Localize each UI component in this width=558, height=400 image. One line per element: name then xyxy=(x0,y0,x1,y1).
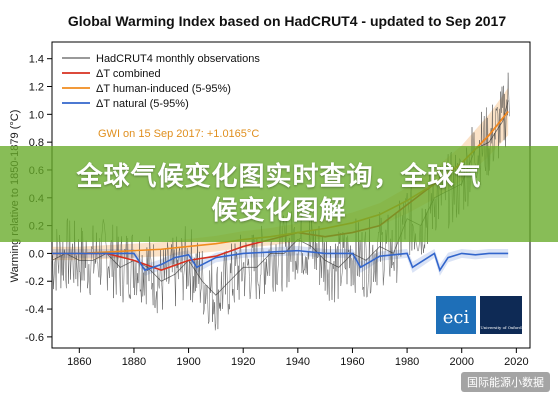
x-tick-label: 1940 xyxy=(286,356,310,368)
title-banner xyxy=(0,146,558,242)
y-tick-label: 1.2 xyxy=(29,82,44,94)
banner-title: 全球气候变化图实时查询，全球气 候变化图解 xyxy=(0,160,558,228)
x-tick-label: 1880 xyxy=(122,356,146,368)
series-line-3 xyxy=(52,249,509,272)
legend: HadCRUT4 monthly observations ΔT combined… xyxy=(62,53,260,110)
legend-label: ΔT combined xyxy=(96,68,161,80)
x-tick-label: 1960 xyxy=(340,356,364,368)
banner-title-line-2: 候变化图解 xyxy=(211,196,347,226)
watermark: 国际能源小数据 xyxy=(461,372,550,392)
oxford-logo-text: University of Oxford xyxy=(480,325,522,330)
y-tick-label: 1.0 xyxy=(29,109,44,121)
watermark-text: 国际能源小数据 xyxy=(467,376,544,389)
legend-label: HadCRUT4 monthly observations xyxy=(96,53,260,65)
legend-label: ΔT human-induced (5-95%) xyxy=(96,83,231,95)
x-tick-label: 1980 xyxy=(395,356,419,368)
x-axis-ticks: 1860 1880 1900 1920 1940 1960 1980 2000 2020 xyxy=(67,348,529,368)
y-tick-label: 0.0 xyxy=(29,248,44,260)
y-tick-label: -0.4 xyxy=(25,304,44,316)
y-tick-label: 1.4 xyxy=(29,54,44,66)
oxford-logo: University of Oxford xyxy=(480,296,522,334)
chart-title: Global Warming Index based on HadCRUT4 -… xyxy=(68,13,506,29)
x-tick-label: 1860 xyxy=(67,356,91,368)
x-tick-label: 1920 xyxy=(231,356,255,368)
y-tick-label: -0.6 xyxy=(25,332,44,344)
y-tick-label: -0.2 xyxy=(25,276,44,288)
natural-uncertainty-band xyxy=(52,245,509,276)
x-tick-label: 2000 xyxy=(449,356,473,368)
eci-logo-text: eci xyxy=(443,307,470,328)
eci-logo: eci xyxy=(436,296,476,334)
x-tick-label: 2020 xyxy=(504,356,528,368)
x-tick-label: 1900 xyxy=(176,356,200,368)
banner-title-line-1: 全球气候变化图实时查询，全球气 xyxy=(76,162,482,192)
gwi-annotation: GWI on 15 Sep 2017: +1.0165°C xyxy=(98,128,259,140)
legend-label: ΔT natural (5-95%) xyxy=(96,98,189,110)
